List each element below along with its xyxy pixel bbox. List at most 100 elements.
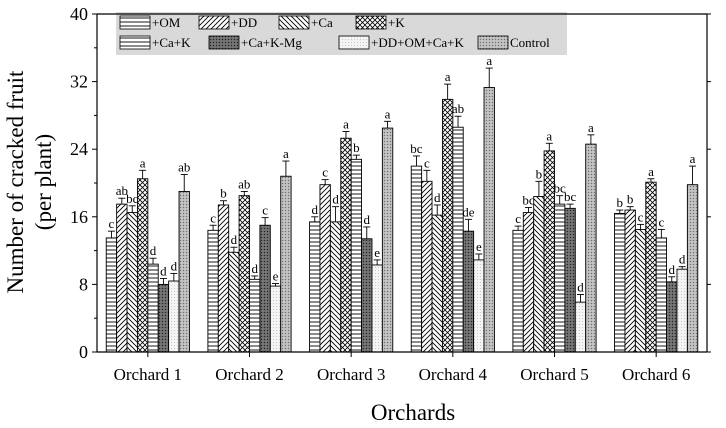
significance-label: a (140, 155, 146, 170)
bar (585, 143, 597, 353)
bar (168, 280, 180, 353)
axes: Orchard 1 Orchard 2 Orchard 3 Orchard 4 Orch… (70, 4, 711, 384)
bar (452, 126, 464, 353)
bar (676, 268, 688, 353)
significance-label: b (353, 140, 360, 155)
significance-label: c (262, 203, 268, 218)
bar (269, 285, 282, 353)
bar (361, 238, 373, 353)
bar (309, 221, 321, 353)
y-tick-label: 40 (70, 4, 88, 24)
y-axis-label: Number of cracked fruit (3, 70, 28, 293)
y-tick-label: 0 (79, 342, 88, 362)
legend-swatch (338, 35, 370, 50)
significance-label: a (588, 120, 594, 135)
legend-label: +Ca+K (152, 35, 191, 50)
bar (178, 190, 190, 353)
bar (462, 230, 475, 353)
bar (207, 229, 219, 353)
bar (645, 181, 657, 353)
significance-label: c (210, 210, 216, 225)
significance-label: a (486, 53, 492, 68)
significance-label: bc (126, 191, 139, 206)
bar (157, 283, 170, 353)
legend-label: +Ca (311, 15, 333, 30)
bar (634, 229, 647, 353)
legend-swatch (119, 35, 151, 50)
x-tick-label: Orchard 1 (114, 365, 182, 384)
bar (441, 98, 454, 353)
bar (554, 203, 566, 353)
significance-label: b (627, 192, 634, 207)
significance-label: d (150, 243, 157, 258)
significance-label: c (658, 214, 664, 229)
significance-label: ab (116, 183, 128, 198)
bar (105, 237, 118, 353)
bar (483, 87, 495, 353)
significance-label: d (332, 192, 339, 207)
significance-label: bc (554, 181, 567, 196)
significance-label: a (445, 69, 451, 84)
significance-label: b (536, 166, 543, 181)
significance-label: b (220, 186, 227, 201)
bar (371, 264, 383, 353)
bar (340, 137, 352, 353)
bar (249, 278, 261, 353)
bar (431, 214, 443, 353)
y-tick-label: 24 (70, 139, 88, 159)
significance-label: ab (178, 160, 190, 175)
bar (655, 237, 668, 353)
significance-label: b (617, 195, 624, 210)
x-tick-label: Orchard 3 (317, 365, 385, 384)
significance-label: d (679, 252, 686, 267)
bar (512, 229, 524, 353)
significance-label: e (476, 239, 482, 254)
bar (126, 212, 138, 353)
y-tick-label: 32 (70, 72, 88, 92)
significance-label: c (109, 216, 115, 231)
bar (564, 207, 576, 353)
significance-label: a (690, 151, 696, 166)
y-axis-label-line2: (per plant) (31, 134, 56, 230)
bar (147, 263, 159, 353)
significance-label: a (385, 106, 391, 121)
y-tick-label: 8 (79, 274, 88, 294)
bar (350, 158, 363, 353)
bar (136, 178, 149, 353)
bar (421, 180, 433, 353)
significance-label: bc (564, 189, 577, 204)
y-tick-label: 16 (70, 207, 88, 227)
significance-label: ab (238, 176, 250, 191)
significance-label: a (546, 128, 552, 143)
x-tick-label: Orchard 2 (215, 365, 283, 384)
significance-label: c (638, 209, 644, 224)
bar (666, 281, 678, 353)
bar (116, 203, 128, 353)
bar (522, 212, 535, 353)
bar (533, 196, 545, 353)
bar (280, 175, 292, 353)
bar (228, 251, 240, 353)
x-tick-label: Orchard 5 (520, 365, 588, 384)
significance-label: d (577, 280, 584, 295)
legend-label: +Ca+K-Mg (241, 35, 302, 50)
legend-swatch (119, 15, 151, 30)
significance-label: c (424, 155, 430, 170)
bar (686, 184, 699, 353)
significance-label: d (364, 212, 371, 227)
bar (259, 224, 271, 353)
significance-label: a (648, 164, 654, 179)
bars-layer (105, 67, 699, 353)
significance-label: bc (410, 141, 423, 156)
significance-label: d (231, 232, 238, 247)
significance-label: ab (452, 101, 464, 116)
legend-entries: +OM +DD +Ca +K+Ca+K +Ca+K-Mg +DD+OM+Ca+K Contr… (119, 15, 550, 50)
bar (473, 259, 485, 353)
legend-swatch (198, 15, 230, 30)
significance-label: d (434, 190, 441, 205)
bar (624, 209, 636, 353)
legend-swatch (355, 15, 387, 30)
bar (238, 195, 250, 353)
